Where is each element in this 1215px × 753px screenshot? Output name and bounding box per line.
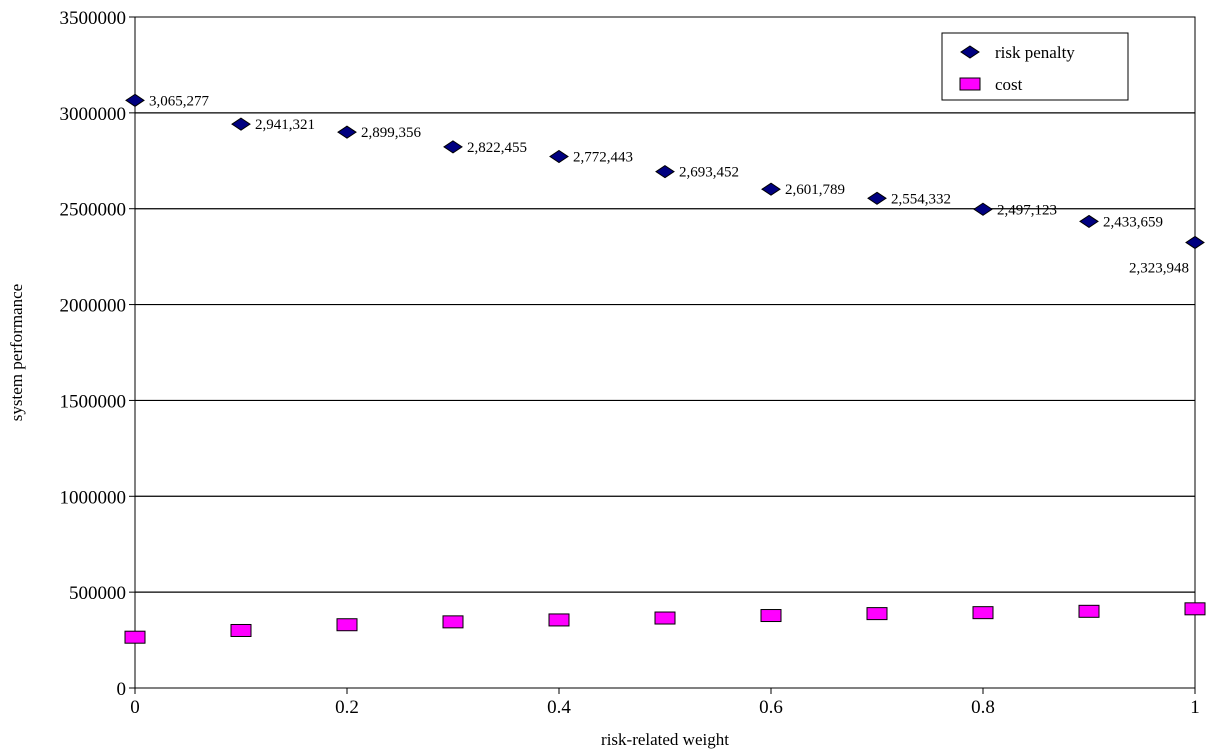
x-tick-label: 0.2 [335,697,359,718]
y-tick-label: 2000000 [60,296,127,317]
risk-penalty-data-label: 2,941,321 [255,117,315,133]
x-axis-title: risk-related weight [601,730,729,749]
cost-point [1078,604,1100,618]
risk-penalty-data-label: 2,601,789 [785,182,845,198]
x-tick-label: 0 [130,697,140,718]
risk-penalty-point [443,140,463,154]
legend-label-risk-penalty: risk penalty [995,43,1075,62]
risk-penalty-data-label: 2,899,356 [361,125,422,141]
cost-point [336,618,358,632]
x-axis: 0 0.2 0.4 0.6 0.8 1 [130,688,1200,718]
data-labels: 3,065,277 2,941,321 2,899,356 2,822,455 2,77… [149,93,1189,276]
y-tick-label: 2500000 [60,200,127,221]
cost-point [972,606,994,620]
legend-box [941,32,1129,101]
y-tick-label: 1500000 [60,391,127,412]
legend-marker-cost [959,77,981,91]
y-tick-label: 1000000 [60,487,127,508]
cost-point [124,630,146,644]
cost-point [760,609,782,623]
legend-marker-risk-penalty [960,45,980,59]
x-tick-label: 0.8 [971,697,995,718]
y-tick-label: 0 [117,679,127,700]
risk-penalty-point [549,149,569,164]
y-axis: 0 500000 1000000 1500000 2000000 2500000 30000… [60,8,135,700]
cost-point [442,615,464,629]
risk-penalty-data-label: 2,497,123 [997,202,1057,218]
risk-penalty-data-label: 2,772,443 [573,149,633,165]
plot-area [134,16,1196,689]
cost-point [230,623,252,637]
risk-penalty-point [1185,235,1205,250]
risk-penalty-data-label: 3,065,277 [149,93,210,109]
legend-label-cost: cost [995,75,1023,94]
risk-penalty-point [655,165,675,179]
cost-point [654,611,676,625]
risk-penalty-data-label: 2,323,948 [1129,260,1189,276]
cost-point [1184,602,1206,616]
risk-penalty-data-label: 2,433,659 [1103,214,1163,230]
cost-point [866,607,888,621]
risk-penalty-point [231,117,251,131]
risk-penalty-point [973,202,993,216]
risk-penalty-data-label: 2,822,455 [467,140,527,156]
y-tick-label: 3500000 [60,8,127,29]
series-marks [124,93,1206,644]
x-tick-label: 1 [1190,697,1200,718]
risk-penalty-point [761,182,781,196]
risk-penalty-point [867,191,887,205]
risk-penalty-point [1079,214,1099,229]
y-axis-title: system performance [7,284,26,421]
legend: risk penalty cost [941,32,1129,101]
x-tick-label: 0.6 [759,697,783,718]
risk-penalty-data-label: 2,554,332 [891,191,951,207]
risk-penalty-point [337,125,357,139]
risk-penalty-point [125,93,145,107]
x-tick-label: 0.4 [547,697,571,718]
y-tick-label: 500000 [69,583,126,604]
y-tick-label: 3000000 [60,104,127,125]
risk-penalty-data-label: 2,693,452 [679,165,739,181]
cost-point [548,613,570,627]
gridlines [135,112,1195,593]
